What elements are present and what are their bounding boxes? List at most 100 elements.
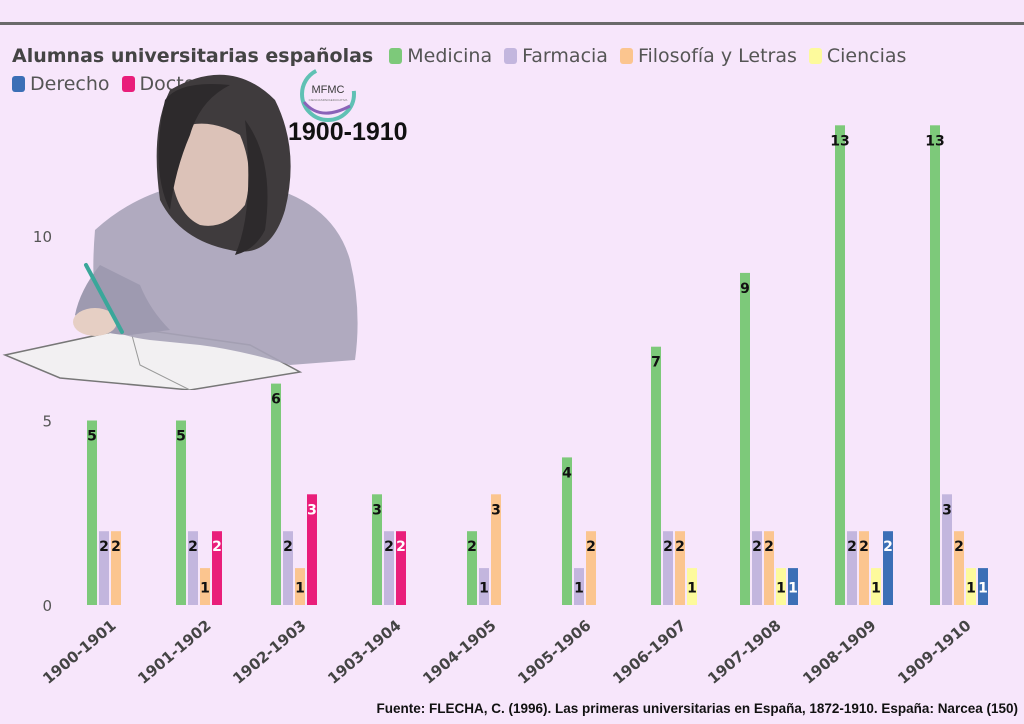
bar: [930, 125, 940, 606]
legend-item: Derecho: [12, 70, 110, 98]
bar: [176, 420, 186, 605]
bar: [978, 568, 988, 605]
top-divider: [0, 22, 1024, 25]
bar: [835, 125, 845, 606]
data-label: 2: [675, 539, 685, 555]
data-label: 2: [384, 539, 394, 555]
bar: [752, 531, 762, 605]
data-label: 6: [271, 392, 281, 408]
bar: [966, 568, 976, 605]
data-label: 1: [574, 581, 584, 597]
bar: [307, 494, 317, 605]
bar: [384, 531, 394, 605]
data-label: 2: [859, 539, 869, 555]
period-title: 1900-1910: [288, 118, 408, 146]
y-tick-label: 0: [42, 597, 52, 615]
source-citation: Fuente: FLECHA, C. (1996). Las primeras …: [376, 701, 1018, 716]
data-label: 1: [978, 581, 988, 597]
bar: [663, 531, 673, 605]
bar: [372, 494, 382, 605]
legend-item: Filosofía y Letras: [619, 42, 797, 70]
data-label: 2: [663, 539, 673, 555]
bar: [212, 531, 222, 605]
bar: [740, 272, 750, 605]
legend-swatch: [619, 48, 633, 64]
data-label: 2: [396, 539, 406, 555]
data-label: 4: [562, 465, 572, 481]
bar: [586, 531, 596, 605]
bar: [883, 531, 893, 605]
data-label: 2: [188, 539, 198, 555]
legend-swatch: [389, 48, 403, 64]
data-label: 1: [788, 581, 798, 597]
data-label: 1: [295, 581, 305, 597]
chart-title: Alumnas universitarias españolas: [12, 45, 374, 67]
data-label: 2: [883, 539, 893, 555]
legend-swatch: [808, 48, 822, 64]
data-label: 1: [200, 581, 210, 597]
data-label: 5: [87, 429, 97, 445]
data-label: 1: [871, 581, 881, 597]
x-tick-label: 1902-1903: [229, 616, 309, 687]
data-label: 2: [586, 539, 596, 555]
x-tick-label: 1906-1907: [609, 616, 689, 687]
bar: [479, 568, 489, 605]
legend-label: Farmacia: [522, 45, 608, 67]
bar: [271, 383, 281, 605]
legend-label: Ciencias: [826, 45, 907, 67]
x-tick-label: 1909-1910: [894, 616, 974, 687]
data-label: 2: [99, 539, 109, 555]
legend-label: Filosofía y Letras: [637, 45, 797, 67]
data-label: 13: [925, 133, 944, 149]
bar: [87, 420, 97, 605]
bar: [859, 531, 869, 605]
bar: [396, 531, 406, 605]
bar: [847, 531, 857, 605]
bar: [188, 531, 198, 605]
legend-swatch: [12, 76, 25, 92]
legend-swatch: [504, 48, 518, 64]
data-label: 2: [954, 539, 964, 555]
bar: [954, 531, 964, 605]
logo-subtext: CIENCIASPARAEDUCATIVA: [309, 98, 348, 102]
data-label: 2: [111, 539, 121, 555]
legend-item: Ciencias: [808, 42, 907, 70]
bar: [99, 531, 109, 605]
data-label: 2: [847, 539, 857, 555]
data-label: 3: [372, 502, 382, 518]
x-tick-label: 1903-1904: [324, 616, 404, 687]
bar: [574, 568, 584, 605]
data-label: 2: [752, 539, 762, 555]
logo-text: MFMC: [312, 84, 345, 96]
data-label: 9: [740, 281, 750, 297]
legend-label: Derecho: [30, 73, 110, 95]
legend-item: Medicina: [389, 42, 492, 70]
x-tick-label: 1901-1902: [134, 616, 214, 687]
legend-swatch: [121, 76, 135, 92]
student-writing-illustration: [2, 74, 358, 390]
mfmc-logo: MFMC CIENCIASPARAEDUCATIVA: [300, 66, 356, 122]
bar: [776, 568, 786, 605]
bar: [675, 531, 685, 605]
bar: [295, 568, 305, 605]
data-label: 1: [776, 581, 786, 597]
data-label: 2: [283, 539, 293, 555]
legend-item: Farmacia: [504, 42, 608, 70]
data-label: 1: [966, 581, 976, 597]
x-tick-label: 1907-1908: [704, 616, 784, 687]
data-label: 1: [479, 581, 489, 597]
y-tick-label: 10: [33, 228, 52, 246]
x-tick-label: 1905-1906: [514, 616, 594, 687]
x-tick-label: 1908-1909: [799, 616, 879, 687]
bar: [651, 346, 661, 605]
data-label: 3: [307, 502, 317, 518]
x-tick-label: 1904-1905: [419, 616, 499, 687]
bar: [467, 531, 477, 605]
y-tick-label: 5: [42, 413, 52, 431]
bar: [788, 568, 798, 605]
bar: [562, 457, 572, 605]
bar: [283, 531, 293, 605]
bar: [687, 568, 697, 605]
data-label: 3: [491, 502, 501, 518]
